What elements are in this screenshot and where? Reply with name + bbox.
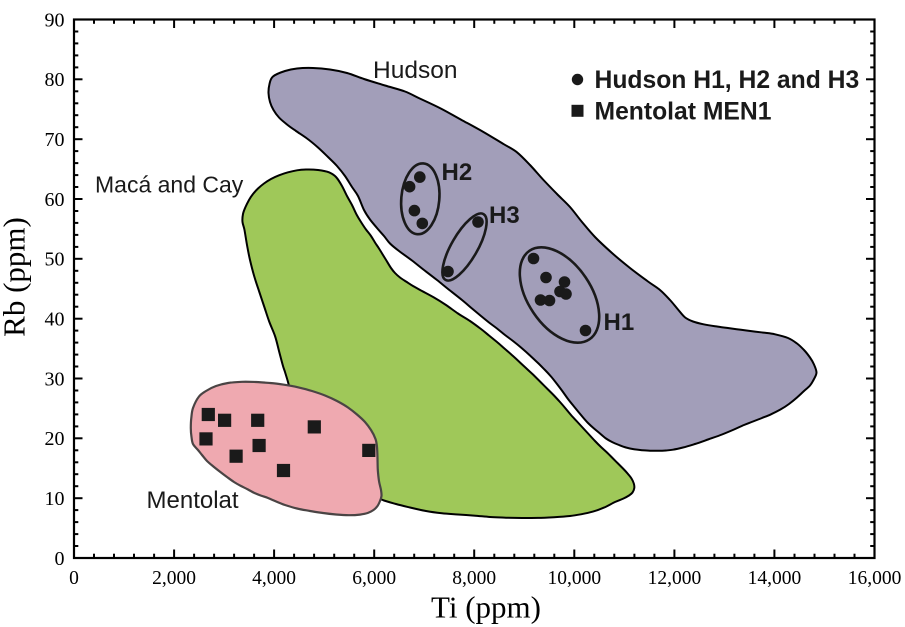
svg-text:10,000: 10,000 — [547, 568, 601, 589]
svg-text:0: 0 — [55, 548, 65, 570]
svg-text:Hudson H1, H2 and H3: Hudson H1, H2 and H3 — [595, 67, 860, 94]
svg-text:0: 0 — [69, 568, 79, 589]
svg-text:2,000: 2,000 — [152, 568, 196, 589]
svg-text:4,000: 4,000 — [252, 568, 296, 589]
svg-text:12,000: 12,000 — [648, 568, 702, 589]
svg-text:8,000: 8,000 — [452, 568, 496, 589]
svg-text:60: 60 — [45, 189, 65, 211]
svg-text:70: 70 — [45, 129, 65, 151]
svg-text:Mentolat: Mentolat — [147, 487, 239, 514]
svg-text:Rb (ppm): Rb (ppm) — [0, 217, 32, 337]
svg-text:Hudson: Hudson — [373, 57, 457, 84]
svg-text:50: 50 — [45, 249, 65, 271]
svg-text:90: 90 — [45, 9, 65, 31]
svg-text:Macá and Cay: Macá and Cay — [95, 172, 244, 198]
svg-text:Ti (ppm): Ti (ppm) — [431, 590, 541, 625]
svg-text:H1: H1 — [604, 309, 635, 336]
svg-text:10: 10 — [45, 488, 65, 510]
svg-text:6,000: 6,000 — [352, 568, 396, 589]
svg-text:16,000: 16,000 — [848, 568, 902, 589]
svg-text:40: 40 — [45, 309, 65, 331]
svg-text:30: 30 — [45, 368, 65, 390]
svg-text:80: 80 — [45, 69, 65, 91]
svg-text:H3: H3 — [489, 202, 520, 229]
svg-text:14,000: 14,000 — [748, 568, 802, 589]
svg-text:Mentolat MEN1: Mentolat MEN1 — [595, 99, 772, 126]
svg-text:20: 20 — [45, 428, 65, 450]
svg-text:H2: H2 — [442, 159, 473, 186]
